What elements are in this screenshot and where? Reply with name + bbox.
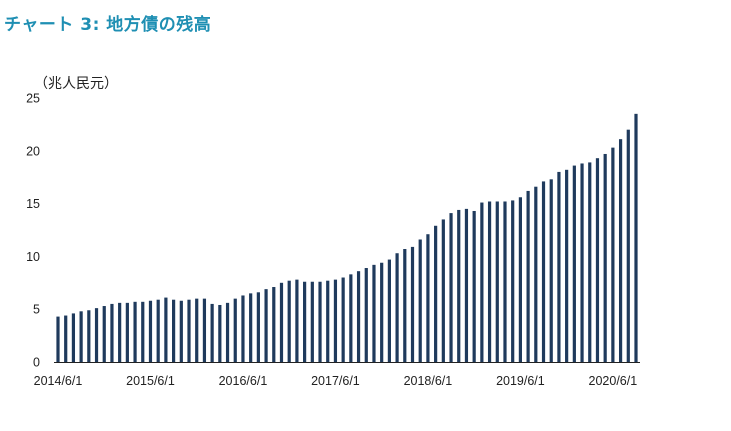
bar [541, 181, 546, 362]
bar [264, 289, 268, 362]
bar [303, 281, 307, 362]
bar [534, 186, 538, 362]
bar [179, 300, 183, 362]
bar [326, 280, 330, 362]
bar [241, 295, 245, 362]
bar [472, 210, 476, 362]
y-tick-label: 15 [26, 197, 40, 211]
bar [526, 190, 530, 362]
bar [125, 302, 129, 362]
bar [79, 311, 83, 362]
x-tick-label: 2015/6/1 [126, 374, 175, 388]
bar [310, 281, 314, 362]
bar [464, 208, 469, 362]
bar [426, 234, 430, 362]
bar [56, 316, 60, 362]
bar [480, 202, 484, 362]
bar [580, 163, 584, 362]
bar-series [56, 113, 638, 362]
bar [287, 280, 291, 362]
bar [441, 219, 445, 362]
bar [87, 310, 91, 362]
bar [110, 303, 114, 362]
bar [588, 162, 592, 362]
bar [71, 313, 76, 362]
x-tick-label: 2017/6/1 [311, 374, 360, 388]
bar [457, 209, 461, 362]
bar [449, 213, 453, 362]
bar [410, 246, 415, 362]
bar [341, 277, 345, 362]
bar [94, 308, 99, 362]
bar [434, 225, 438, 362]
bar [249, 293, 253, 362]
bar [380, 262, 384, 362]
bar [603, 153, 607, 362]
bar [618, 139, 623, 362]
bar [141, 301, 145, 362]
bar [279, 282, 284, 362]
bar [518, 197, 522, 362]
bar [372, 264, 376, 362]
chart-title: チャート 3: 地方債の残高 [4, 15, 212, 35]
bar [349, 274, 353, 362]
y-tick-label: 25 [26, 92, 40, 106]
bar [164, 297, 168, 362]
y-tick-label: 5 [33, 303, 40, 317]
bar [225, 302, 230, 362]
y-axis-tick-labels: 0 5 10 15 20 25 [26, 92, 40, 370]
bar [318, 281, 322, 362]
x-tick-label: 2018/6/1 [404, 374, 453, 388]
bar [387, 259, 391, 362]
bar [118, 302, 122, 362]
bar [195, 298, 199, 362]
bar [503, 201, 507, 362]
bar [272, 287, 276, 362]
y-tick-label: 20 [26, 144, 40, 158]
x-tick-label: 2020/6/1 [589, 374, 638, 388]
x-tick-label: 2016/6/1 [219, 374, 268, 388]
bar [210, 303, 214, 362]
bar [187, 299, 191, 362]
y-tick-label: 10 [26, 250, 40, 264]
bar [549, 179, 553, 362]
bar [333, 279, 338, 362]
x-tick-label: 2014/6/1 [34, 374, 83, 388]
bar [595, 158, 600, 362]
bar [611, 147, 615, 362]
y-axis-unit-label: （兆人民元） [34, 76, 118, 92]
bar [64, 315, 68, 362]
bar [356, 271, 361, 362]
bar [156, 299, 160, 362]
x-tick-label: 2019/6/1 [496, 374, 545, 388]
y-tick-label: 0 [33, 356, 40, 370]
bar [557, 171, 561, 362]
bar [364, 268, 368, 362]
bar [202, 298, 207, 362]
bar [418, 239, 422, 362]
bar [218, 304, 222, 362]
bar [572, 165, 576, 362]
bar [148, 300, 153, 362]
x-axis-tick-labels: 2014/6/1 2015/6/1 2016/6/1 2017/6/1 2018/6/1… [34, 374, 638, 388]
bar [102, 306, 106, 362]
bar [626, 129, 630, 362]
bar [233, 298, 237, 362]
bar [487, 201, 492, 362]
bar [565, 169, 569, 362]
bar [395, 253, 399, 362]
bar [295, 279, 299, 362]
bar [403, 249, 407, 362]
bar [256, 292, 260, 362]
bar [495, 201, 499, 362]
bar [133, 301, 137, 362]
bar [172, 299, 176, 362]
bar [511, 200, 515, 362]
bar [634, 113, 638, 362]
